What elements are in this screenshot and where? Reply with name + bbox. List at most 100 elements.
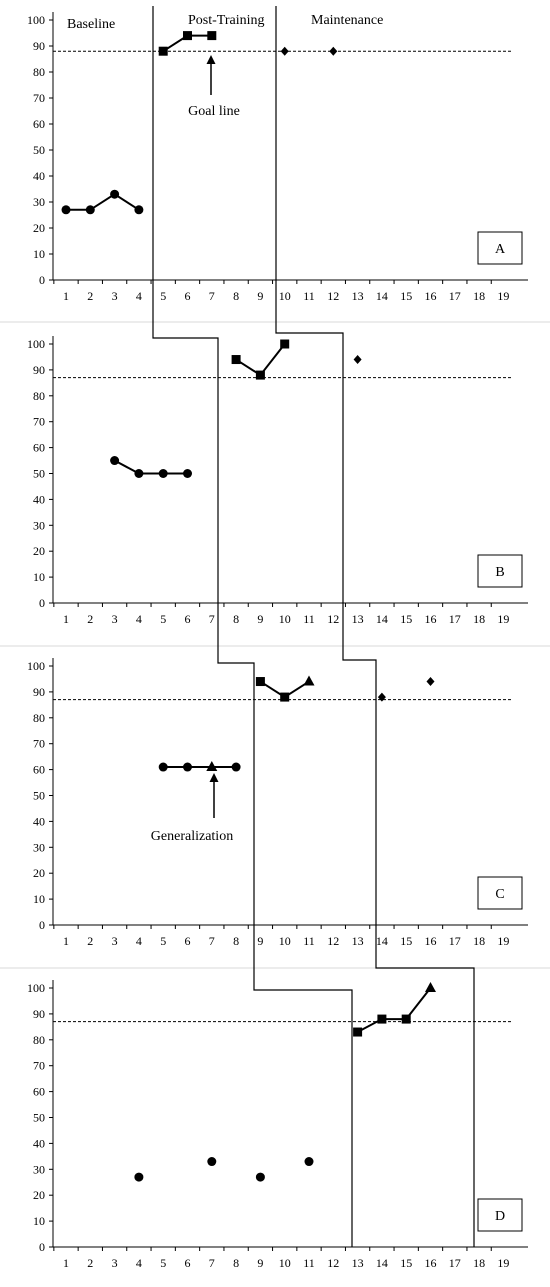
x-tick-label: 3 (112, 1256, 118, 1270)
y-tick-label: 10 (33, 247, 45, 261)
x-tick-label: 8 (233, 612, 239, 626)
x-tick-label: 18 (473, 289, 485, 303)
y-tick-label: 50 (33, 1111, 45, 1125)
data-point-square (280, 692, 290, 702)
x-tick-label: 18 (473, 612, 485, 626)
y-tick-label: 100 (27, 13, 45, 27)
y-tick-label: 0 (39, 273, 45, 287)
x-tick-label: 9 (257, 289, 263, 303)
data-point-square (401, 1014, 411, 1024)
data-point-diamond (353, 355, 362, 365)
y-tick-label: 50 (33, 467, 45, 481)
x-tick-label: 5 (160, 289, 166, 303)
data-point-circle (85, 205, 95, 215)
x-tick-label: 3 (112, 934, 118, 948)
data-point-square (158, 46, 168, 56)
panel-letter-box (477, 231, 523, 265)
panel-letter: C (495, 887, 504, 902)
panel-letter-box (477, 876, 523, 910)
x-tick-label: 16 (425, 289, 437, 303)
x-tick-label: 4 (136, 612, 142, 626)
data-point-square (353, 1027, 363, 1037)
y-tick-label: 40 (33, 169, 45, 183)
x-tick-label: 14 (376, 934, 388, 948)
x-tick-label: 9 (257, 1256, 263, 1270)
x-tick-label: 4 (136, 289, 142, 303)
data-point-circle (110, 456, 120, 466)
y-tick-label: 0 (39, 596, 45, 610)
phase-change-line-1 (152, 6, 353, 1247)
x-tick-label: 17 (449, 612, 461, 626)
x-tick-label: 3 (112, 612, 118, 626)
y-tick-label: 60 (33, 1085, 45, 1099)
y-tick-label: 40 (33, 1136, 45, 1150)
y-tick-label: 80 (33, 389, 45, 403)
x-tick-label: 17 (449, 934, 461, 948)
data-point-diamond (426, 677, 435, 687)
x-tick-label: 2 (87, 612, 93, 626)
x-tick-label: 8 (233, 1256, 239, 1270)
series-line-2 (357, 987, 432, 1033)
x-tick-label: 8 (233, 289, 239, 303)
phase-label: Maintenance (311, 13, 383, 28)
y-tick-label: 10 (33, 892, 45, 906)
goal-line-annotation: Goal line (188, 104, 240, 119)
x-tick-label: 16 (425, 612, 437, 626)
x-tick-label: 11 (303, 612, 315, 626)
x-tick-label: 18 (473, 934, 485, 948)
panel-letter: A (495, 242, 506, 257)
x-tick-label: 1 (63, 934, 69, 948)
goal-line-arrow-head (206, 55, 216, 64)
data-point-circle (134, 1172, 144, 1182)
data-point-square (183, 31, 192, 41)
data-point-square (280, 339, 290, 349)
data-point-triangle (206, 761, 218, 772)
data-point-circle (255, 1172, 265, 1182)
generalization-annotation: Generalization (151, 829, 233, 844)
x-tick-label: 8 (233, 934, 239, 948)
x-tick-label: 12 (327, 289, 339, 303)
x-tick-label: 12 (327, 1256, 339, 1270)
x-tick-label: 1 (63, 1256, 69, 1270)
x-tick-label: 2 (87, 934, 93, 948)
data-point-circle (158, 762, 168, 772)
data-point-triangle (303, 675, 315, 686)
x-tick-label: 9 (257, 612, 263, 626)
x-tick-label: 10 (279, 934, 291, 948)
x-tick-label: 5 (160, 1256, 166, 1270)
x-tick-label: 10 (279, 289, 291, 303)
x-tick-label: 5 (160, 934, 166, 948)
y-tick-label: 0 (39, 918, 45, 932)
x-tick-label: 13 (352, 612, 364, 626)
y-tick-label: 20 (33, 1188, 45, 1202)
x-tick-label: 17 (449, 1256, 461, 1270)
y-tick-label: 80 (33, 1033, 45, 1047)
y-tick-label: 80 (33, 65, 45, 79)
data-point-square (231, 355, 241, 365)
y-tick-label: 100 (27, 659, 45, 673)
x-tick-label: 5 (160, 612, 166, 626)
x-tick-label: 7 (209, 612, 215, 626)
x-tick-label: 6 (185, 934, 191, 948)
x-tick-label: 19 (497, 934, 509, 948)
y-tick-label: 60 (33, 441, 45, 455)
x-tick-label: 15 (400, 289, 412, 303)
series-line-1 (66, 193, 140, 211)
x-tick-label: 11 (303, 1256, 315, 1270)
x-tick-label: 16 (425, 1256, 437, 1270)
x-tick-label: 14 (376, 289, 388, 303)
data-point-circle (134, 469, 144, 478)
data-point-diamond (377, 692, 386, 702)
y-tick-label: 100 (27, 337, 45, 351)
x-tick-label: 3 (112, 289, 118, 303)
phase-label: Post-Training (188, 13, 265, 28)
y-tick-label: 40 (33, 814, 45, 828)
x-tick-label: 15 (400, 612, 412, 626)
data-point-circle (134, 205, 144, 215)
x-tick-label: 1 (63, 612, 69, 626)
data-point-circle (207, 1157, 217, 1167)
data-point-circle (110, 189, 120, 199)
y-tick-label: 60 (33, 763, 45, 777)
data-point-circle (61, 205, 71, 215)
